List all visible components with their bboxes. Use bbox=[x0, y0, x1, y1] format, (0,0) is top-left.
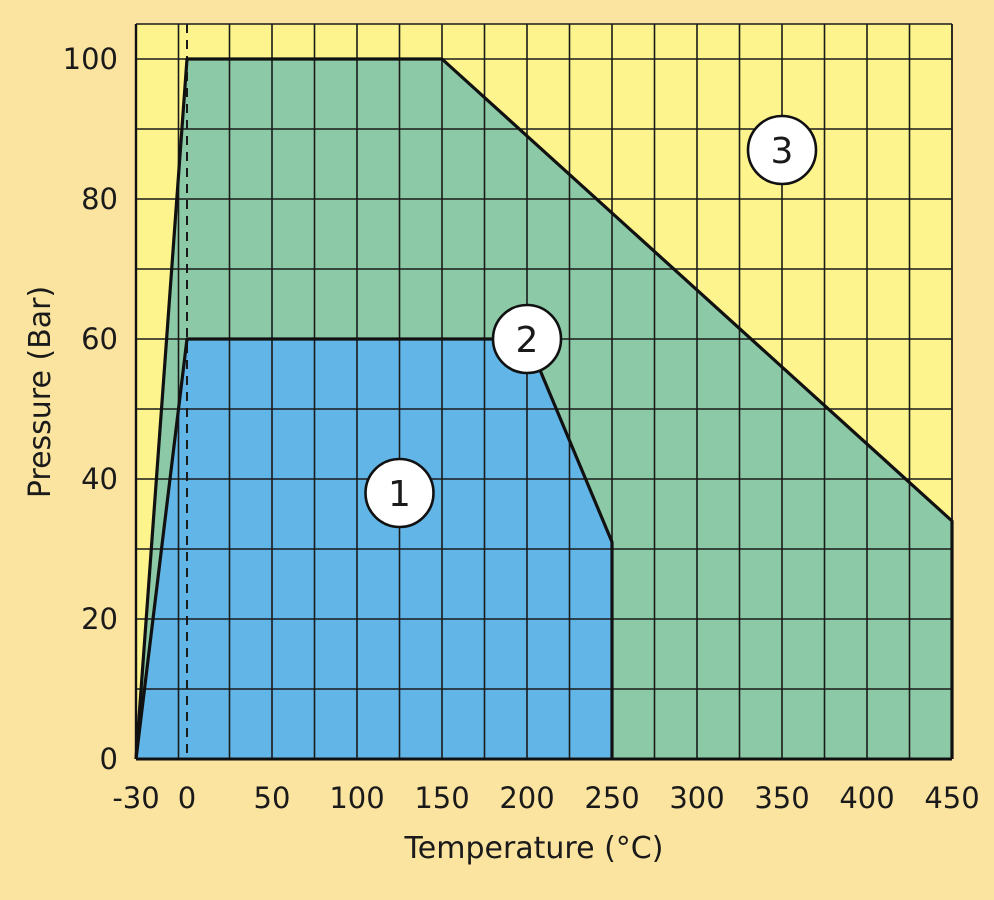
x-tick-label: 0 bbox=[178, 781, 196, 815]
zone-3-label-circle bbox=[746, 114, 818, 186]
zone-1-label: 1 bbox=[388, 474, 411, 515]
zone-3-label: 3 bbox=[771, 131, 794, 172]
x-tick-label: 150 bbox=[414, 781, 469, 815]
y-tick-label: 0 bbox=[100, 742, 118, 776]
y-axis-title: Pressure (Bar) bbox=[23, 286, 58, 498]
x-tick-label: 400 bbox=[839, 781, 894, 815]
y-tick-label: 20 bbox=[81, 602, 118, 636]
x-tick-label: 100 bbox=[329, 781, 384, 815]
y-tick-label: 40 bbox=[81, 462, 118, 496]
y-tick-label: 60 bbox=[81, 322, 118, 356]
x-axis-title: Temperature (°C) bbox=[404, 831, 664, 866]
x-tick-label: 350 bbox=[754, 781, 809, 815]
x-tick-label: 50 bbox=[254, 781, 291, 815]
x-tick-label: 200 bbox=[499, 781, 554, 815]
zone-2-label-circle bbox=[491, 303, 563, 375]
x-tick-label: 450 bbox=[924, 781, 979, 815]
y-tick-label: 80 bbox=[81, 182, 118, 216]
zone-1-label-circle bbox=[364, 457, 435, 529]
x-tick-label: 250 bbox=[584, 781, 639, 815]
zone-2-boundary bbox=[134, 57, 954, 760]
y-tick-label: 100 bbox=[63, 42, 118, 76]
x-tick-label: 300 bbox=[669, 781, 724, 815]
zone-2-label: 2 bbox=[516, 320, 539, 361]
x-tick-label: -30 bbox=[112, 781, 159, 815]
